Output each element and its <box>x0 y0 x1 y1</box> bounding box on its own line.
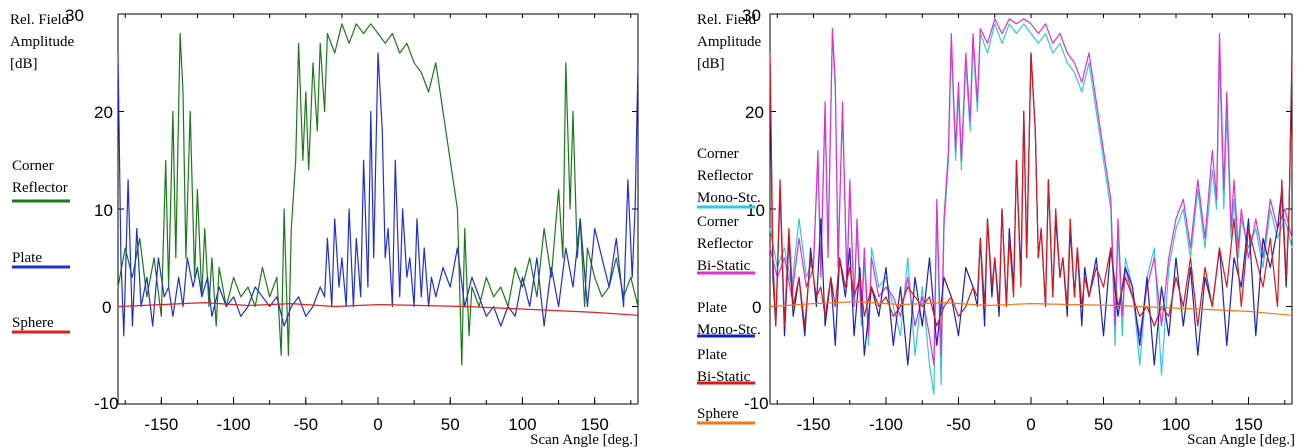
legend-label: Sphere <box>697 406 739 422</box>
legend-entry: Plate Mono-Stc. <box>697 300 761 338</box>
legend-entry: Corner Reflector <box>12 158 70 203</box>
series-line-1 <box>117 23 639 366</box>
x-tick-label: 100 <box>1162 415 1190 434</box>
legend-entry: Sphere <box>12 315 70 334</box>
legend-label: Corner <box>12 158 54 174</box>
series-line-4 <box>769 52 1293 327</box>
series-line-2 <box>117 52 639 337</box>
y-axis-label: Amplitude <box>697 34 762 50</box>
y-axis-label: Rel. Field <box>10 12 70 28</box>
legend-entry: Plate <box>12 250 70 269</box>
legend-label: Plate <box>12 250 42 266</box>
y-axis-label: Amplitude <box>10 34 75 50</box>
legend-label: Mono-Stc. <box>697 190 761 206</box>
legend-label: Plate <box>697 347 727 363</box>
legend-label: Reflector <box>697 168 753 184</box>
y-tick-label: 30 <box>742 6 761 25</box>
y-tick-label: 0 <box>102 298 111 317</box>
legend-entry: Plate Bi-Static <box>697 347 755 385</box>
x-tick-label: -150 <box>796 415 830 434</box>
y-tick-label: 20 <box>94 103 113 122</box>
x-tick-label: -150 <box>144 415 178 434</box>
series-line-2 <box>769 18 1293 366</box>
x-tick-label: 100 <box>508 415 536 434</box>
x-axis-label: Scan Angle [deg.] <box>1187 432 1295 448</box>
y-tick-label: 30 <box>65 6 84 25</box>
legend-label: Plate <box>697 300 727 316</box>
series-line-3 <box>769 52 1293 366</box>
x-tick-label: 0 <box>373 415 382 434</box>
y-axis-label: [dB] <box>697 56 725 72</box>
x-tick-label: 150 <box>1234 415 1262 434</box>
legend-label: Bi-Static <box>697 369 751 385</box>
y-tick-label: -10 <box>744 394 769 413</box>
x-tick-label: 50 <box>441 415 460 434</box>
legend-label: Reflector <box>12 180 68 196</box>
legend-entry: Corner Reflector Mono-Stc. <box>697 146 761 209</box>
x-tick-label: -50 <box>293 415 318 434</box>
x-axis-label: Scan Angle [deg.] <box>530 432 638 448</box>
x-tick-label: 150 <box>580 415 608 434</box>
legend-entry: Corner Reflector Bi-Static <box>697 214 755 275</box>
y-tick-label: 20 <box>745 103 764 122</box>
legend-label: Corner <box>697 146 739 162</box>
legend-label: Corner <box>697 214 739 230</box>
y-tick-label: -10 <box>94 394 119 413</box>
series-line-5 <box>769 301 1293 316</box>
x-tick-label: -100 <box>869 415 903 434</box>
y-tick-label: 0 <box>752 298 761 317</box>
x-tick-label: 50 <box>1094 415 1113 434</box>
y-axis-label: [dB] <box>10 56 38 72</box>
legend-entry: Sphere <box>697 406 755 425</box>
series-line-3 <box>117 302 639 316</box>
legend-label: Reflector <box>697 236 753 252</box>
x-tick-label: -50 <box>946 415 971 434</box>
legend-label: Mono-Stc. <box>697 322 761 338</box>
legend-label: Bi-Static <box>697 258 751 274</box>
x-tick-label: -100 <box>217 415 251 434</box>
y-axis-label: Rel. Field <box>697 12 757 28</box>
y-tick-label: 10 <box>94 201 113 220</box>
x-tick-label: 0 <box>1026 415 1035 434</box>
legend-label: Sphere <box>12 315 54 331</box>
